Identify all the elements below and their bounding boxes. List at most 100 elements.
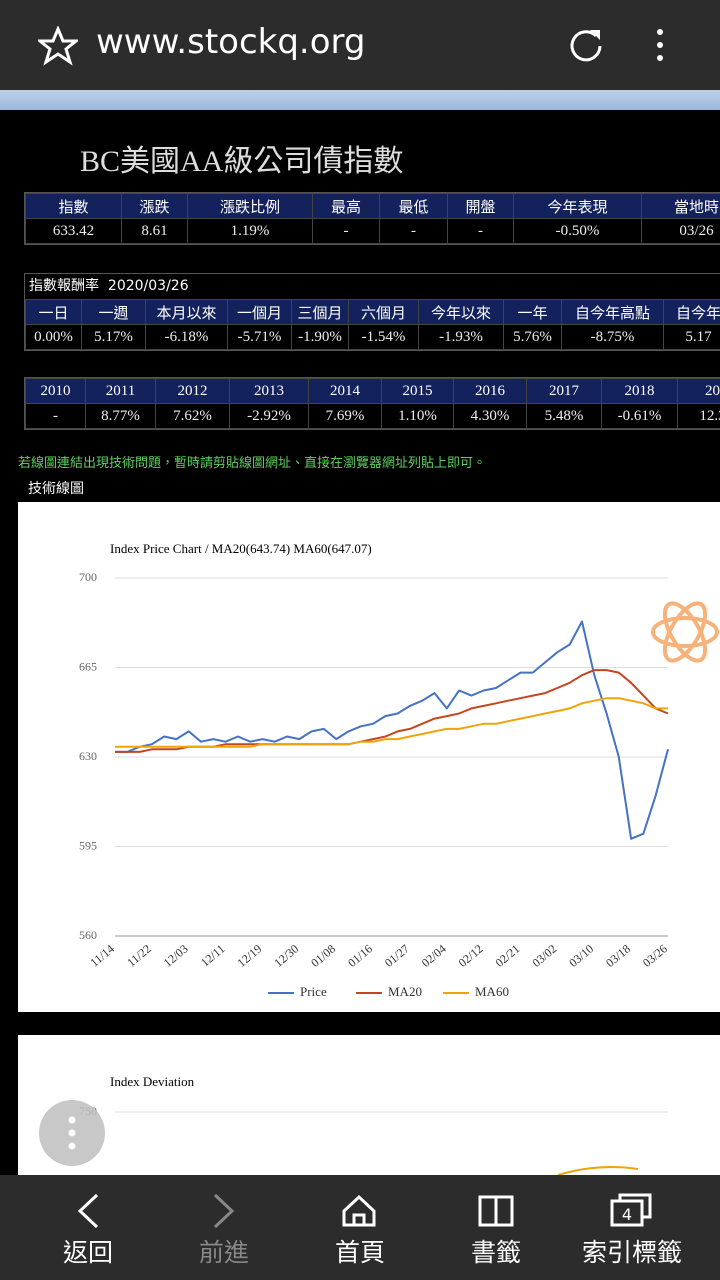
header-cell: 2012 — [155, 378, 230, 404]
bottom-nav: 4 返回 前進 首頁 書籤 索引標籤 — [0, 1175, 720, 1280]
value-cell: -0.61% — [601, 403, 678, 429]
header-cell: 2013 — [229, 378, 309, 404]
x-tick-label: 12/30 — [271, 942, 301, 970]
floating-menu[interactable] — [39, 1100, 105, 1166]
watermark-ring — [662, 601, 708, 663]
value-row: 0.00% 5.17% -6.18% -5.71% -1.90% -1.54% -1.93%… — [25, 324, 720, 350]
legend-label: Price — [300, 984, 327, 999]
value-cell: 12.3 — [677, 403, 720, 429]
value-cell: 7.62% — [155, 403, 230, 429]
value-cell: - — [25, 403, 86, 429]
nav-label[interactable]: 索引標籤 — [581, 1238, 682, 1267]
notice: 若線圖連結出現技術問題，暫時請剪貼線圖網址、直接在瀏覽器網址列貼上即可。 — [18, 456, 487, 471]
watermark-ring — [662, 601, 708, 663]
header-cell: 最高 — [312, 193, 380, 219]
value-cell: -0.50% — [513, 218, 642, 244]
header-cell: 2011 — [85, 378, 156, 404]
y-tick-label: 630 — [79, 749, 97, 763]
y-tick-label: 595 — [79, 838, 97, 852]
watermark-ring — [651, 616, 719, 648]
value-cell: - — [447, 218, 514, 244]
yearly-box: 2010 2011 2012 2013 2014 2015 2016 2017 2018 20-8… — [24, 377, 720, 430]
x-tick-label: 11/14 — [87, 942, 117, 970]
header-cell: 自今年高點 — [561, 299, 664, 325]
header-cell: 2018 — [601, 378, 678, 404]
header-cell: 六個月 — [348, 299, 419, 325]
header-cell: 一日 — [25, 299, 82, 325]
return-table: 一日 一週 本月以來 一個月 三個月 六個月 今年以來 一年 自今年高點 自今年 0.00% 5.17… — [25, 299, 720, 350]
header-cell: 指數 — [25, 193, 122, 219]
x-tick-label: 03/02 — [529, 942, 559, 970]
series-line — [115, 697, 668, 748]
header-cell: 2017 — [526, 378, 602, 404]
series-line — [115, 620, 669, 840]
browser-bar: www.stockq.org — [0, 0, 720, 90]
value-cell: -1.54% — [348, 324, 419, 350]
value-cell: -2.92% — [229, 403, 309, 429]
header-cell: 2015 — [381, 378, 454, 404]
chart-title: Index Deviation — [110, 1074, 195, 1089]
watermark — [651, 601, 719, 663]
x-tick-label: 01/16 — [345, 942, 375, 970]
value-cell: 8.77% — [85, 403, 156, 429]
header-cell: 一個月 — [227, 299, 292, 325]
nav-label[interactable]: 首頁 — [334, 1238, 385, 1267]
return-box: 指數報酬率 2020/03/26 一日 一週 本月以來 一個月 三個月 六個月 今年以來 一年… — [24, 273, 720, 351]
nav-label[interactable]: 書籤 — [470, 1238, 521, 1267]
value-cell: 7.69% — [308, 403, 382, 429]
caption: 指數報酬率 2020/03/26 — [25, 274, 720, 299]
header-cell: 2010 — [25, 378, 86, 404]
reload[interactable] — [566, 26, 606, 66]
value-cell: -6.18% — [145, 324, 228, 350]
header-cell: 2016 — [453, 378, 527, 404]
value-cell: -5.71% — [227, 324, 292, 350]
header-row: 一日 一週 本月以來 一個月 三個月 六個月 今年以來 一年 自今年高點 自今年 — [25, 299, 720, 325]
header-cell: 一年 — [503, 299, 562, 325]
deviation-chart: Index Deviation 750 — [18, 1035, 720, 1175]
nav-label[interactable]: 前進 — [198, 1238, 249, 1267]
site-nav — [0, 90, 720, 110]
section-title: 技術線圖 — [28, 481, 84, 497]
header-row: 2010 2011 2012 2013 2014 2015 2016 2017 2018 20 — [25, 378, 720, 404]
header-cell: 三個月 — [291, 299, 349, 325]
value-cell: 5.48% — [526, 403, 602, 429]
value-cell: - — [379, 218, 448, 244]
value-cell: 8.61 — [121, 218, 188, 244]
value-row: -8.77% 7.62% -2.92% 7.69% 1.10% 4.30% 5.48% -0.… — [25, 403, 720, 429]
header-cell: 一週 — [81, 299, 146, 325]
legend-label: MA60 — [475, 984, 509, 999]
y-tick-label: 560 — [79, 928, 97, 942]
header-cell: 漲跌比例 — [187, 193, 313, 219]
bookmark-star[interactable] — [38, 26, 78, 66]
line-fragment — [557, 1166, 639, 1175]
value-cell: -1.90% — [291, 324, 349, 350]
legend-label: MA20 — [388, 984, 422, 999]
page-title: BC美國AA級公司債指數 — [80, 145, 404, 178]
x-tick-label: 11/22 — [124, 942, 154, 970]
x-tick-label: 03/10 — [566, 942, 596, 970]
value-cell: -8.75% — [561, 324, 664, 350]
header-cell: 2014 — [308, 378, 382, 404]
fab-icon — [68, 1116, 76, 1150]
nav-label[interactable]: 返回 — [62, 1238, 113, 1267]
header-cell: 開盤 — [447, 193, 514, 219]
x-tick-label: 02/21 — [493, 942, 523, 970]
quote-box: 指數 漲跌 漲跌比例 最高 最低 開盤 今年表現 當地時 633.42 8.61 1.19% - - - -… — [24, 192, 720, 245]
x-tick-label: 02/12 — [456, 942, 486, 970]
value-cell: 5.17% — [81, 324, 146, 350]
x-tick-label: 01/08 — [308, 942, 338, 970]
value-row: 633.42 8.61 1.19% - - - -0.50% 03/26 — [25, 218, 720, 244]
value-cell: 633.42 — [25, 218, 122, 244]
x-tick-label: 03/26 — [640, 942, 670, 970]
value-cell: 4.30% — [453, 403, 527, 429]
menu[interactable] — [650, 26, 670, 66]
tab-count: 4 — [622, 1205, 632, 1224]
value-cell: - — [312, 218, 380, 244]
url[interactable]: www.stockq.org — [96, 22, 366, 62]
x-tick-label: 12/03 — [161, 942, 191, 970]
header-cell: 今年表現 — [513, 193, 642, 219]
x-tick-label: 12/11 — [198, 942, 228, 970]
value-cell: 1.10% — [381, 403, 454, 429]
y-tick-label: 700 — [79, 570, 97, 584]
x-tick-label: 02/04 — [419, 942, 449, 970]
